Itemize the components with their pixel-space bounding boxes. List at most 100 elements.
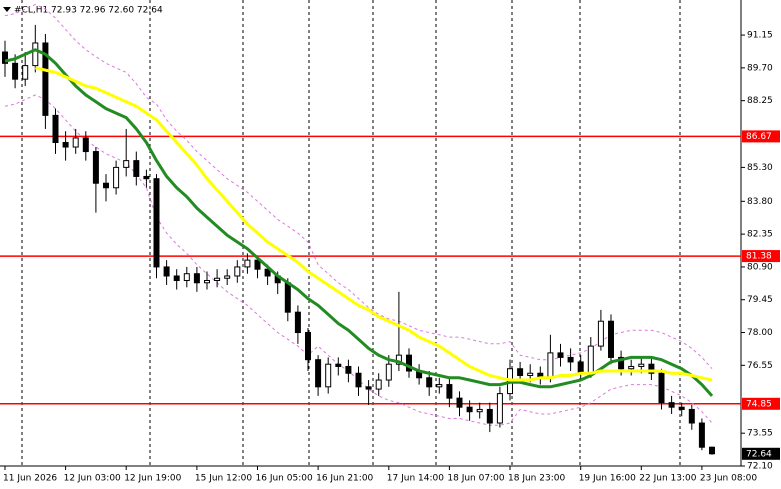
y-tick-label: 88.25 — [747, 96, 773, 106]
candle-body — [133, 160, 140, 177]
candle-body — [163, 266, 170, 277]
candle-body — [375, 379, 382, 390]
candle-body — [648, 363, 655, 374]
candle-body — [325, 363, 332, 388]
candle-body — [244, 259, 251, 268]
candle-body — [628, 365, 635, 370]
candle-body — [82, 137, 89, 153]
candle-body — [517, 368, 524, 377]
candle-body — [486, 408, 493, 424]
candle-body — [204, 280, 210, 284]
x-tick-label: 15 Jun 12:00 — [195, 474, 252, 484]
candle-body — [193, 273, 200, 284]
candle-body — [618, 356, 625, 370]
chart-title: #CL,H1 72.93 72.96 72.60 72.64 — [14, 6, 163, 16]
candle-body — [567, 356, 574, 363]
candle-body — [113, 166, 120, 189]
level-label: 74.85 — [746, 399, 772, 409]
candle-body — [597, 320, 604, 347]
candle-body — [183, 273, 190, 282]
candle-body — [406, 354, 412, 372]
candle-body — [254, 259, 261, 270]
x-tick-label: 18 Jun 23:00 — [508, 474, 565, 484]
candle-body — [709, 446, 715, 455]
x-tick-label: 18 Jun 07:00 — [447, 474, 504, 484]
y-tick-label: 83.80 — [747, 197, 773, 207]
candle-body — [32, 42, 39, 67]
candle-body — [2, 51, 8, 64]
candle-body — [658, 372, 665, 404]
candle-body — [456, 397, 463, 408]
candle-body — [284, 282, 291, 313]
candle-body — [426, 377, 433, 388]
candle-body — [22, 65, 29, 80]
candle-body — [688, 408, 695, 424]
candle-body — [496, 393, 503, 424]
level-label: 86.67 — [746, 132, 772, 142]
candle-body — [173, 275, 180, 282]
x-tick-label: 17 Jun 14:00 — [387, 474, 444, 484]
x-tick-label: 12 Jun 03:00 — [64, 474, 121, 484]
x-tick-label: 11 Jun 2026 — [3, 474, 57, 484]
y-tick-label: 73.55 — [747, 429, 773, 439]
level-label-box — [742, 397, 780, 410]
candle-body — [123, 160, 130, 168]
candle-body — [315, 359, 322, 388]
price-label-box — [742, 447, 780, 460]
moving-average — [34, 66, 713, 382]
candle-body — [547, 352, 554, 379]
candle-body — [153, 178, 160, 268]
candle-body — [587, 345, 594, 374]
y-tick-label: 89.70 — [747, 63, 773, 73]
candle-body — [365, 386, 372, 390]
y-tick-label: 85.30 — [747, 163, 773, 173]
candle-body — [436, 384, 443, 388]
x-tick-label: 22 Jun 13:00 — [639, 474, 696, 484]
candle-body — [446, 384, 453, 399]
candle-body — [577, 361, 584, 374]
level-label-box — [742, 130, 780, 143]
level-label: 81.38 — [746, 252, 772, 262]
y-tick-label: 91.15 — [747, 31, 773, 41]
x-tick-label: 23 Jun 08:00 — [700, 474, 757, 484]
candle-body — [72, 137, 79, 148]
menu-arrow[interactable] — [3, 7, 11, 12]
candle-body — [557, 352, 564, 358]
band-line — [4, 4, 713, 370]
y-tick-label: 76.55 — [747, 361, 773, 371]
candle-body — [466, 406, 473, 413]
y-tick-label: 80.90 — [747, 262, 773, 272]
candle-body — [527, 372, 534, 377]
candle-body — [355, 372, 362, 388]
candle-body — [678, 406, 685, 410]
band-line — [4, 94, 713, 426]
candle-body — [395, 354, 402, 365]
candle-body — [234, 266, 241, 277]
y-tick-label: 79.45 — [747, 295, 773, 305]
y-tick-label: 78.00 — [747, 328, 773, 338]
candle-body — [385, 363, 392, 381]
candle-body — [294, 311, 301, 334]
candle-body — [264, 268, 271, 277]
candle-body — [214, 277, 221, 282]
x-tick-label: 19 Jun 16:00 — [579, 474, 636, 484]
level-label-box — [742, 250, 780, 263]
x-tick-label: 16 Jun 05:00 — [256, 474, 313, 484]
candle-body — [224, 275, 231, 279]
price-label: 72.64 — [746, 449, 772, 459]
y-tick-label: 72.10 — [747, 462, 773, 472]
candle-body — [668, 402, 675, 408]
candle-body — [12, 62, 19, 80]
candle-body — [103, 182, 109, 189]
y-tick-label: 82.35 — [747, 230, 773, 240]
x-tick-label: 16 Jun 21:00 — [316, 474, 373, 484]
candle-body — [52, 114, 59, 144]
candle-body — [305, 332, 311, 361]
candle-body — [62, 142, 69, 148]
candle-body — [335, 363, 342, 367]
candle-body — [345, 365, 352, 374]
candle-body — [638, 363, 645, 367]
candle-body — [698, 422, 705, 448]
